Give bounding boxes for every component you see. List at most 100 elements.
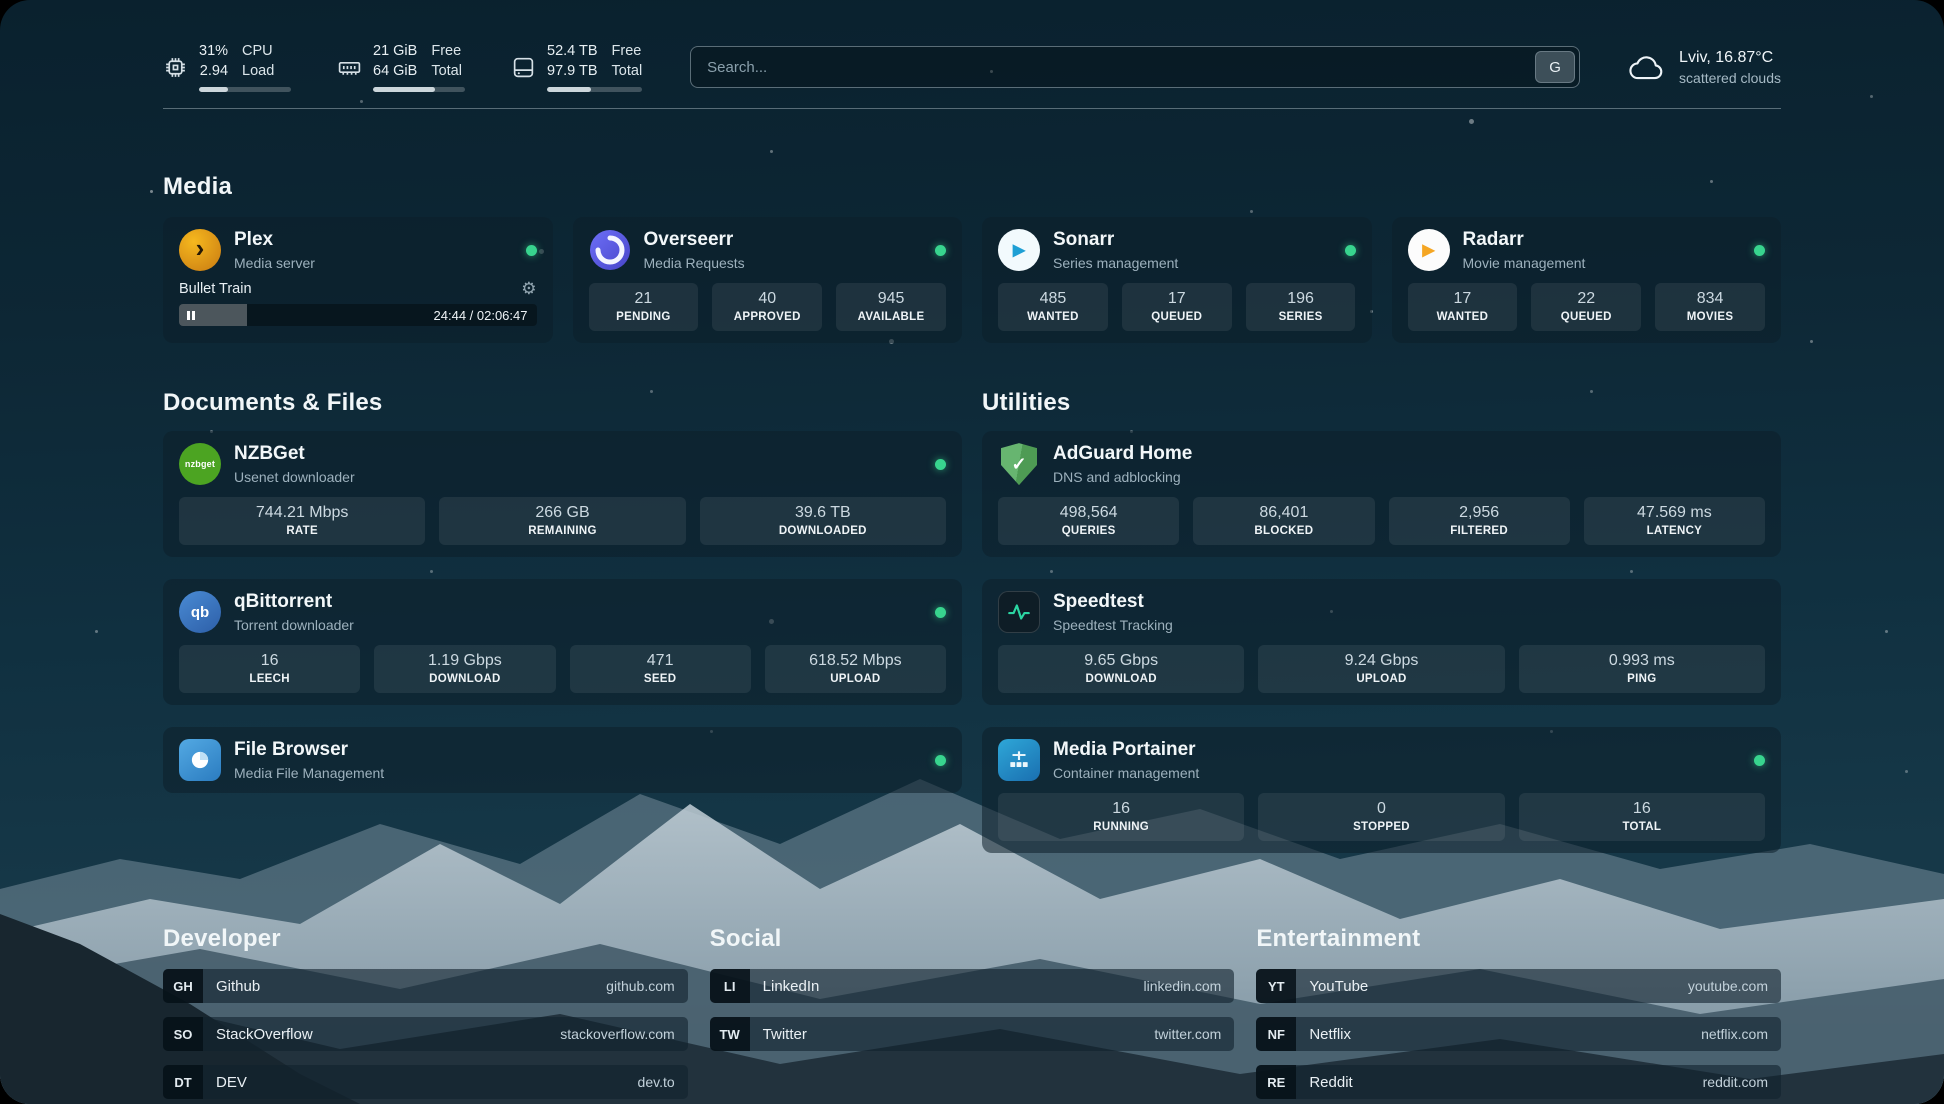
adguard-icon: ✓: [998, 443, 1040, 486]
cpu-label: CPU: [242, 43, 273, 59]
service-card-radarr[interactable]: ▶ Radarr Movie management 17 WANTED: [1391, 217, 1781, 344]
memory-icon: [337, 55, 362, 80]
bookmark-dev[interactable]: DT DEV dev.to: [163, 1065, 688, 1100]
bookmark-group-developer: Developer GH Github github.com SO StackO…: [163, 925, 688, 1100]
memory-widget: 21 GiB 64 GiB Free Total: [337, 42, 465, 93]
bookmark-stackoverflow[interactable]: SO StackOverflow stackoverflow.com: [163, 1017, 688, 1052]
stat-value: 22: [1577, 290, 1596, 308]
disk-total-label: Total: [611, 62, 643, 79]
bookmark-abbr: TW: [709, 1017, 750, 1052]
stat-value: 0: [1377, 800, 1386, 818]
overseerr-icon: [589, 229, 631, 271]
playback-progress-fill: [179, 304, 247, 327]
nzbget-icon-text: nzbget: [184, 459, 216, 470]
chevron-glyph: ›: [195, 233, 205, 264]
disk-free-label: Free: [611, 43, 642, 59]
service-name: Sonarr: [1053, 229, 1115, 251]
service-card-filebrowser[interactable]: File Browser Media File Management: [163, 727, 962, 794]
stat-value: 471: [646, 652, 674, 670]
service-name: Plex: [234, 229, 274, 251]
service-card-speedtest[interactable]: Speedtest Speedtest Tracking 9.65 Gbps D…: [982, 579, 1781, 706]
bookmark-abbr: SO: [163, 1017, 203, 1052]
service-name: Media Portainer: [1053, 739, 1196, 761]
stat-value: 2,956: [1459, 504, 1500, 522]
section-utilities: Utilities ✓ AdGuard Home DNS and adblock…: [982, 389, 1781, 854]
service-name: Speedtest: [1053, 591, 1144, 613]
stat-box: 39.6 TB DOWNLOADED: [699, 497, 946, 546]
stat-value: 17: [1453, 290, 1472, 308]
disk-icon: [511, 55, 536, 80]
service-card-overseerr[interactable]: Overseerr Media Requests 21 PENDING 40 A…: [572, 217, 962, 344]
stat-box: 1.19 Gbps DOWNLOAD: [374, 645, 556, 694]
cpu-progress-track: [199, 87, 291, 93]
bookmark-youtube[interactable]: YT YouTube youtube.com: [1256, 969, 1781, 1004]
service-card-sonarr[interactable]: ▶ Sonarr Series management 485 WANTED: [982, 217, 1372, 344]
search-input[interactable]: [690, 46, 1581, 89]
bookmark-github[interactable]: GH Github github.com: [163, 969, 688, 1004]
stat-label: LATENCY: [1646, 525, 1703, 538]
gear-icon[interactable]: ⚙: [521, 279, 537, 299]
plex-icon: ›: [179, 229, 221, 272]
stat-value: 86,401: [1259, 504, 1309, 522]
status-dot: [1754, 244, 1765, 256]
status-dot: [935, 606, 946, 618]
status-dot: [935, 754, 946, 766]
stat-value: 16: [1632, 800, 1651, 818]
stat-label: BLOCKED: [1254, 525, 1314, 538]
stat-value: 945: [877, 290, 905, 308]
bookmark-reddit[interactable]: RE Reddit reddit.com: [1256, 1065, 1781, 1100]
service-card-nzbget[interactable]: nzbget NZBGet Usenet downloader 744.21 M…: [163, 431, 962, 558]
sonarr-icon: ▶: [998, 229, 1040, 272]
disk-progress-track: [547, 87, 643, 93]
stat-label: DOWNLOAD: [1085, 673, 1157, 686]
stat-box: 945 AVAILABLE: [836, 283, 946, 332]
service-card-adguard[interactable]: ✓ AdGuard Home DNS and adblocking 498,56…: [982, 431, 1781, 558]
service-desc: Media server: [234, 255, 315, 272]
pause-icon: [187, 304, 197, 326]
stat-label: REMAINING: [528, 525, 597, 538]
service-card-plex[interactable]: › Plex Media server Bullet Train ⚙: [163, 217, 553, 344]
service-desc: Media File Management: [234, 765, 385, 782]
section-title-developer: Developer: [163, 925, 281, 953]
stat-label: LEECH: [249, 673, 290, 686]
now-playing-title: Bullet Train: [179, 280, 252, 297]
disk-widget: 52.4 TB 97.9 TB Free Total: [511, 42, 643, 93]
stat-label: WANTED: [1027, 311, 1079, 324]
filebrowser-icon: [179, 739, 221, 782]
service-desc: Series management: [1053, 255, 1179, 272]
stat-label: SEED: [643, 673, 677, 686]
bookmark-abbr: RE: [1256, 1065, 1297, 1100]
stat-label: UPLOAD: [1356, 673, 1407, 686]
stat-value: 0.993 ms: [1608, 652, 1675, 670]
service-card-portainer[interactable]: Media Portainer Container management 16 …: [982, 727, 1781, 854]
stat-value: 16: [260, 652, 279, 670]
stat-label: QUEUED: [1560, 311, 1612, 324]
stat-label: QUERIES: [1061, 525, 1116, 538]
stat-value: 485: [1039, 290, 1067, 308]
stat-box: 16 TOTAL: [1518, 793, 1765, 842]
service-name: qBittorrent: [234, 591, 333, 613]
stat-label: DOWNLOADED: [778, 525, 867, 538]
service-card-qbittorrent[interactable]: qb qBittorrent Torrent downloader 16: [163, 579, 962, 706]
google-search-button[interactable]: G: [1535, 51, 1576, 84]
weather-location: Lviv, 16.87°C: [1679, 48, 1774, 66]
stat-value: 744.21 Mbps: [255, 504, 349, 522]
bookmark-netflix[interactable]: NF Netflix netflix.com: [1256, 1017, 1781, 1052]
stat-value: 47.569 ms: [1637, 504, 1712, 522]
stat-box: 17 WANTED: [1407, 283, 1518, 332]
section-title-documents: Documents & Files: [163, 389, 383, 417]
nzbget-icon: nzbget: [179, 443, 221, 486]
section-media: Media › Plex Media server: [163, 173, 1781, 344]
disk-progress-fill: [547, 87, 591, 93]
stat-box: 16 RUNNING: [998, 793, 1245, 842]
bookmark-linkedin[interactable]: LI LinkedIn linkedin.com: [709, 969, 1235, 1004]
speedtest-icon: [998, 591, 1040, 634]
memory-free: 21 GiB: [373, 43, 418, 59]
stat-label: UPLOAD: [830, 673, 881, 686]
stat-value: 17: [1167, 290, 1186, 308]
check-glyph: ✓: [1011, 453, 1027, 474]
system-widgets: 31% 2.94 CPU Load: [163, 42, 643, 93]
bookmark-twitter[interactable]: TW Twitter twitter.com: [709, 1017, 1235, 1052]
stat-value: 834: [1696, 290, 1724, 308]
